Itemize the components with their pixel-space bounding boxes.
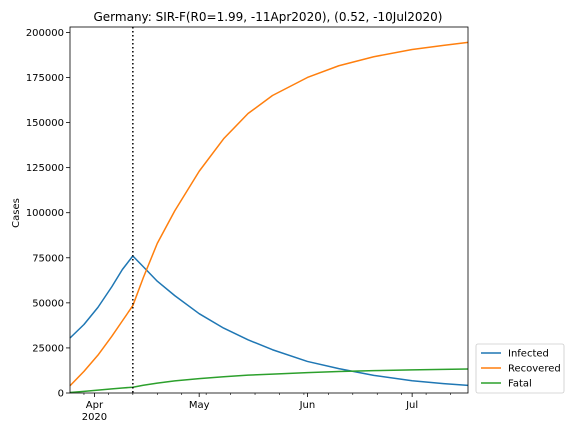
y-tick-label: 125000 xyxy=(26,163,64,174)
legend-label-recovered: Recovered xyxy=(508,364,561,375)
series-line-recovered xyxy=(69,41,469,387)
x-tick-label: Apr xyxy=(86,400,104,411)
plot-area: 0 25000 50000 75000 100000 125000 150000 175000… xyxy=(26,26,469,423)
series-line-fatal xyxy=(69,368,469,394)
x-tick-label: Jun xyxy=(299,400,316,411)
y-tick-label: 50000 xyxy=(32,298,64,309)
y-tick-label: 25000 xyxy=(32,343,64,354)
legend: Infected Recovered Fatal xyxy=(475,343,565,394)
y-tick-label: 175000 xyxy=(26,73,64,84)
legend-box xyxy=(475,343,565,394)
chart-title: Germany: SIR-F(R0=1.99, -11Apr2020), (0.… xyxy=(94,10,443,24)
y-tick-label: 0 xyxy=(58,389,64,400)
legend-label-infected: Infected xyxy=(508,349,549,360)
series-line-infected xyxy=(69,255,469,387)
y-tick-label: 150000 xyxy=(26,118,64,129)
y-tick-label: 200000 xyxy=(26,28,64,39)
x-tick-label: Jul xyxy=(405,400,418,411)
y-axis-label: Cases xyxy=(11,198,22,228)
legend-label-fatal: Fatal xyxy=(508,379,532,390)
y-tick-label: 100000 xyxy=(26,208,64,219)
x-tick-label: May xyxy=(189,400,210,411)
plot-frame xyxy=(69,26,469,394)
x-tick-sublabel: 2020 xyxy=(82,412,107,423)
y-tick-label: 75000 xyxy=(32,253,64,264)
